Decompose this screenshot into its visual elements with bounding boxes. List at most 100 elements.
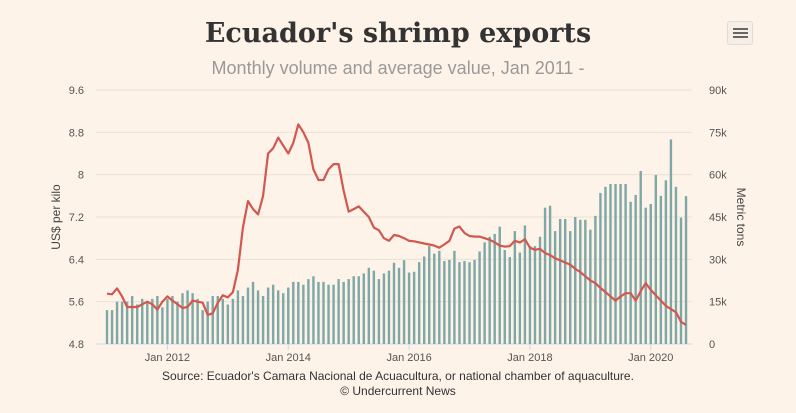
volume-bar (569, 231, 572, 344)
volume-bar (261, 296, 265, 344)
volume-bar (649, 204, 652, 344)
y-right-tick-label: 15k (709, 297, 727, 309)
volume-bar (468, 262, 471, 344)
volume-bar (141, 298, 144, 344)
volume-bar (498, 226, 501, 344)
volume-bar (402, 260, 406, 344)
volume-bar (302, 284, 305, 344)
volume-bar (241, 296, 245, 344)
volume-bar (216, 296, 219, 344)
y-left-axis-title: US$ per kilo (49, 184, 63, 250)
volume-bar (161, 307, 164, 344)
price-line (106, 123, 687, 326)
y-left-tick-label: 8.8 (69, 127, 84, 139)
volume-bar (589, 229, 592, 344)
volume-bar (448, 259, 451, 344)
volume-bar (407, 272, 411, 344)
volume-bar (347, 279, 350, 344)
y-right-tick-label: 0 (709, 339, 715, 351)
volume-bar (433, 253, 436, 344)
volume-bar (548, 205, 552, 344)
volume-bar (392, 262, 396, 344)
x-tick-label: Jan 2016 (386, 352, 431, 364)
volume-bar (523, 225, 527, 344)
x-tick-label: Jan 2014 (266, 352, 311, 364)
volume-bar (186, 290, 189, 344)
volume-bar (594, 215, 597, 344)
volume-bar (387, 270, 391, 344)
volume-bar (322, 281, 325, 344)
volume-bar (574, 217, 577, 344)
volume-bar (423, 256, 426, 344)
y-right-tick-label: 45k (709, 212, 727, 224)
volume-bar (659, 195, 663, 344)
volume-bar (201, 310, 204, 344)
volume-bar (367, 267, 371, 344)
y-right-tick-label: 30k (709, 254, 727, 266)
volume-bar (508, 257, 511, 344)
volume-bar (276, 290, 280, 344)
volume-bar (171, 296, 174, 344)
volume-bar (669, 139, 673, 344)
volume-bar (317, 281, 320, 344)
volume-bar (231, 298, 235, 344)
volume-bar (533, 246, 537, 344)
volume-bar (428, 246, 431, 344)
volume-bar (614, 183, 617, 344)
volume-bar (599, 193, 602, 344)
volume-bar (312, 276, 315, 344)
volume-bar (518, 252, 522, 344)
volume-bar (438, 250, 441, 344)
volume-bar (266, 287, 270, 344)
y-left-tick-label: 5.6 (69, 297, 84, 309)
volume-bar (458, 262, 461, 344)
y-left-tick-label: 6.4 (69, 254, 84, 266)
volume-bar (563, 218, 567, 344)
source-note: Source: Ecuador's Camara Nacional de Acu… (162, 369, 634, 383)
volume-bar (473, 259, 476, 344)
volume-bar (352, 276, 355, 344)
volume-bar (362, 273, 365, 344)
volume-bar (503, 250, 506, 344)
volume-bar (115, 301, 119, 344)
volume-bar (513, 231, 517, 344)
volume-bar (684, 196, 688, 344)
credit-note: © Undercurrent News (340, 384, 456, 398)
volume-bar (226, 304, 230, 344)
volume-bar (196, 298, 199, 344)
volume-bar (619, 183, 622, 344)
volume-bar (166, 298, 169, 344)
volume-bar (176, 301, 179, 344)
volume-bar (236, 290, 240, 344)
volume-bar (292, 281, 295, 344)
volume-bar (579, 219, 582, 344)
volume-bar (584, 219, 587, 344)
volume-bar (120, 301, 124, 344)
volume-bar (538, 236, 542, 344)
y-right-tick-label: 90k (709, 85, 727, 97)
volume-bar (256, 290, 260, 344)
volume-bar (332, 284, 335, 344)
volume-bar (206, 301, 209, 344)
volume-bar (246, 287, 250, 344)
volume-bar (307, 279, 310, 344)
hamburger-icon-line (733, 36, 748, 38)
volume-bar (271, 284, 275, 344)
y-right-tick-label: 60k (709, 170, 727, 182)
volume-bar (342, 281, 345, 344)
volume-bar (191, 293, 194, 344)
volume-bar (221, 298, 225, 344)
volume-bar (146, 301, 149, 344)
volume-bar (488, 236, 491, 344)
y-left-tick-label: 8 (78, 170, 84, 182)
chart-menu-button[interactable] (727, 21, 753, 45)
volume-bar (528, 246, 532, 344)
volume-bar (110, 310, 114, 344)
volume-bar (297, 281, 300, 344)
volume-bar (125, 301, 129, 344)
volume-bar (136, 304, 139, 344)
volume-bar (674, 186, 678, 344)
volume-bar (287, 287, 290, 344)
volume-bar (453, 250, 456, 344)
volume-bar (644, 207, 647, 344)
